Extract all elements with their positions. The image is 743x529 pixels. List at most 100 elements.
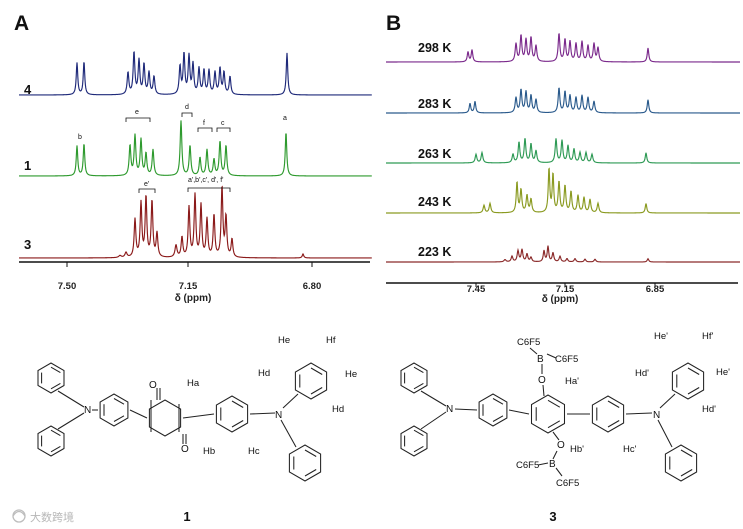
s3-bond-n-phenyl <box>420 411 447 430</box>
panel-a-xlabel: δ (ppm) <box>175 293 212 304</box>
s3-label-hd-top: Hd' <box>635 368 649 379</box>
s1-phenyl-bottom-left <box>37 425 65 457</box>
s3-phenyl-bottom-right-double-bond <box>680 449 693 457</box>
s1-label-hb: Hb <box>203 446 215 457</box>
s3-bond-b-c6f5 <box>537 462 549 466</box>
s3-phenyl-bottom-right <box>664 444 698 482</box>
spectrum-trace-3 <box>19 185 372 259</box>
s3-bond-n-phenyl <box>420 390 447 407</box>
panel-a-tick-label: 7.15 <box>179 281 198 292</box>
s1-phenyl-top-right-double-bond <box>310 367 323 375</box>
s3-bond-o-b-bottom <box>552 450 558 460</box>
spectrum-283k <box>386 87 740 114</box>
annot-e: e <box>135 109 139 116</box>
s1-bond-biaryl <box>129 409 148 419</box>
s1-label-hf: Hf <box>326 335 336 346</box>
s3-phenyl-bottom-left-double-bond <box>413 429 424 437</box>
compound-number-3: 3 <box>549 509 556 524</box>
s3-phenyl-top-right-double-bond <box>687 367 700 375</box>
s1-label-he-right: He <box>345 369 357 380</box>
annot-a: a <box>283 115 287 122</box>
annot-e-prime: e' <box>144 181 149 188</box>
spectrum-trace-4 <box>19 51 372 96</box>
s1-phenylene-ring <box>215 395 249 433</box>
s1-phenyl-linker <box>99 393 129 427</box>
annot-d: d <box>185 104 189 111</box>
s1-phenyl-top-right-double-bond <box>310 387 323 395</box>
s3-label-hb: Hb' <box>570 444 584 455</box>
s1-bond-n-phenyl <box>280 419 297 448</box>
s3-phenyl-top-left-double-bond <box>413 382 424 390</box>
s3-bond-n-linker <box>454 408 478 411</box>
s3-bond-aryl-n <box>625 412 653 415</box>
trace-label-1: 1 <box>24 158 31 173</box>
s1-phenyl-top-left-double-bond <box>50 382 61 390</box>
s3-phenylene-ring-double-bond <box>607 420 620 428</box>
s3-central-ring-double-bond <box>547 399 561 408</box>
s1-bond-n-phenyl <box>57 390 85 408</box>
temp-label-298: 298 K <box>418 41 451 55</box>
s3-bond-c-o-top <box>542 384 545 397</box>
s3-label-hf: Hf' <box>702 331 714 342</box>
annot-f: f <box>203 120 205 127</box>
panel-b-spectra <box>386 33 740 263</box>
spectrum-263k <box>386 138 740 164</box>
temp-label-283: 283 K <box>418 97 451 111</box>
s3-bond-b-c6f5 <box>555 467 563 477</box>
s3-phenyl-top-right-double-bond <box>687 387 700 395</box>
panel-b-tick-label: 7.45 <box>467 284 486 295</box>
s1-nitrogen-right: N <box>275 410 282 421</box>
s1-bond-n-phenyl <box>282 393 299 409</box>
s3-phenyl-bottom-left <box>400 425 428 457</box>
s3-phenylene-ring-double-bond <box>607 400 620 408</box>
s1-oxygen-bottom: O <box>181 444 189 455</box>
s3-bond-n-phenyl <box>657 419 673 448</box>
compound-number-1: 1 <box>183 509 190 524</box>
s3-central-ring <box>530 394 566 434</box>
panel-b-tick-label: 6.85 <box>646 284 665 295</box>
temp-label-263: 263 K <box>418 147 451 161</box>
s1-phenyl-top-left-double-bond <box>50 366 61 374</box>
panel-b-xlabel: δ (ppm) <box>542 294 579 305</box>
s1-phenyl-top-left <box>37 362 65 394</box>
s3-bond-biaryl <box>508 409 530 415</box>
s3-phenyl-linker <box>478 393 508 427</box>
s1-phenylene-ring-double-bond <box>231 420 244 428</box>
s3-bond-b-c6f5 <box>546 353 557 359</box>
s3-phenyl-linker-double-bond <box>492 415 504 422</box>
spectrum-223k <box>386 245 740 263</box>
panel-a-spectra <box>19 51 372 259</box>
s3-phenylene-ring <box>591 395 625 433</box>
s1-label-hc: Hc <box>248 446 260 457</box>
s3-boron-bottom: B <box>549 459 556 470</box>
s3-boron-top: B <box>537 354 544 365</box>
s1-label-ha: Ha <box>187 378 200 389</box>
s3-c6f5-bottom-right: C6F5 <box>556 478 579 489</box>
s1-bond-aryl-n <box>249 412 276 415</box>
panel-a-label: A <box>14 12 29 35</box>
s3-c6f5-top-left: C6F5 <box>517 337 540 348</box>
s1-phenyl-bottom-right-double-bond <box>304 469 317 477</box>
s1-quinone-ring <box>148 399 182 437</box>
trace-label-4: 4 <box>24 82 32 97</box>
s1-phenyl-bottom-left-double-bond <box>50 429 61 437</box>
s1-phenyl-bottom-right-double-bond <box>304 449 317 457</box>
s3-label-hd-bottom: Hd' <box>702 404 716 415</box>
s3-label-he-top: He' <box>654 331 668 342</box>
panel-b-tick-label: 7.15 <box>556 284 575 295</box>
s3-oxygen-bottom: O <box>557 440 565 451</box>
s1-phenyl-bottom-left-double-bond <box>50 445 61 453</box>
s1-phenyl-top-right <box>294 362 328 400</box>
s3-bond-b-c6f5 <box>529 347 538 355</box>
s3-c6f5-top-right: C6F5 <box>555 354 578 365</box>
s1-bond-biaryl <box>182 413 215 419</box>
panel-b-label: B <box>386 12 401 35</box>
s3-phenyl-bottom-left-double-bond <box>413 445 424 453</box>
temp-label-243: 243 K <box>418 195 451 209</box>
annot-b: b <box>78 134 82 141</box>
s1-label-hd-bottom: Hd <box>332 404 344 415</box>
watermark: 大数跨境 <box>12 509 74 524</box>
structure-3-atoms: C6F5 C6F5 C6F5 C6F5 B B O O N N Ha' Hb' … <box>446 331 730 489</box>
